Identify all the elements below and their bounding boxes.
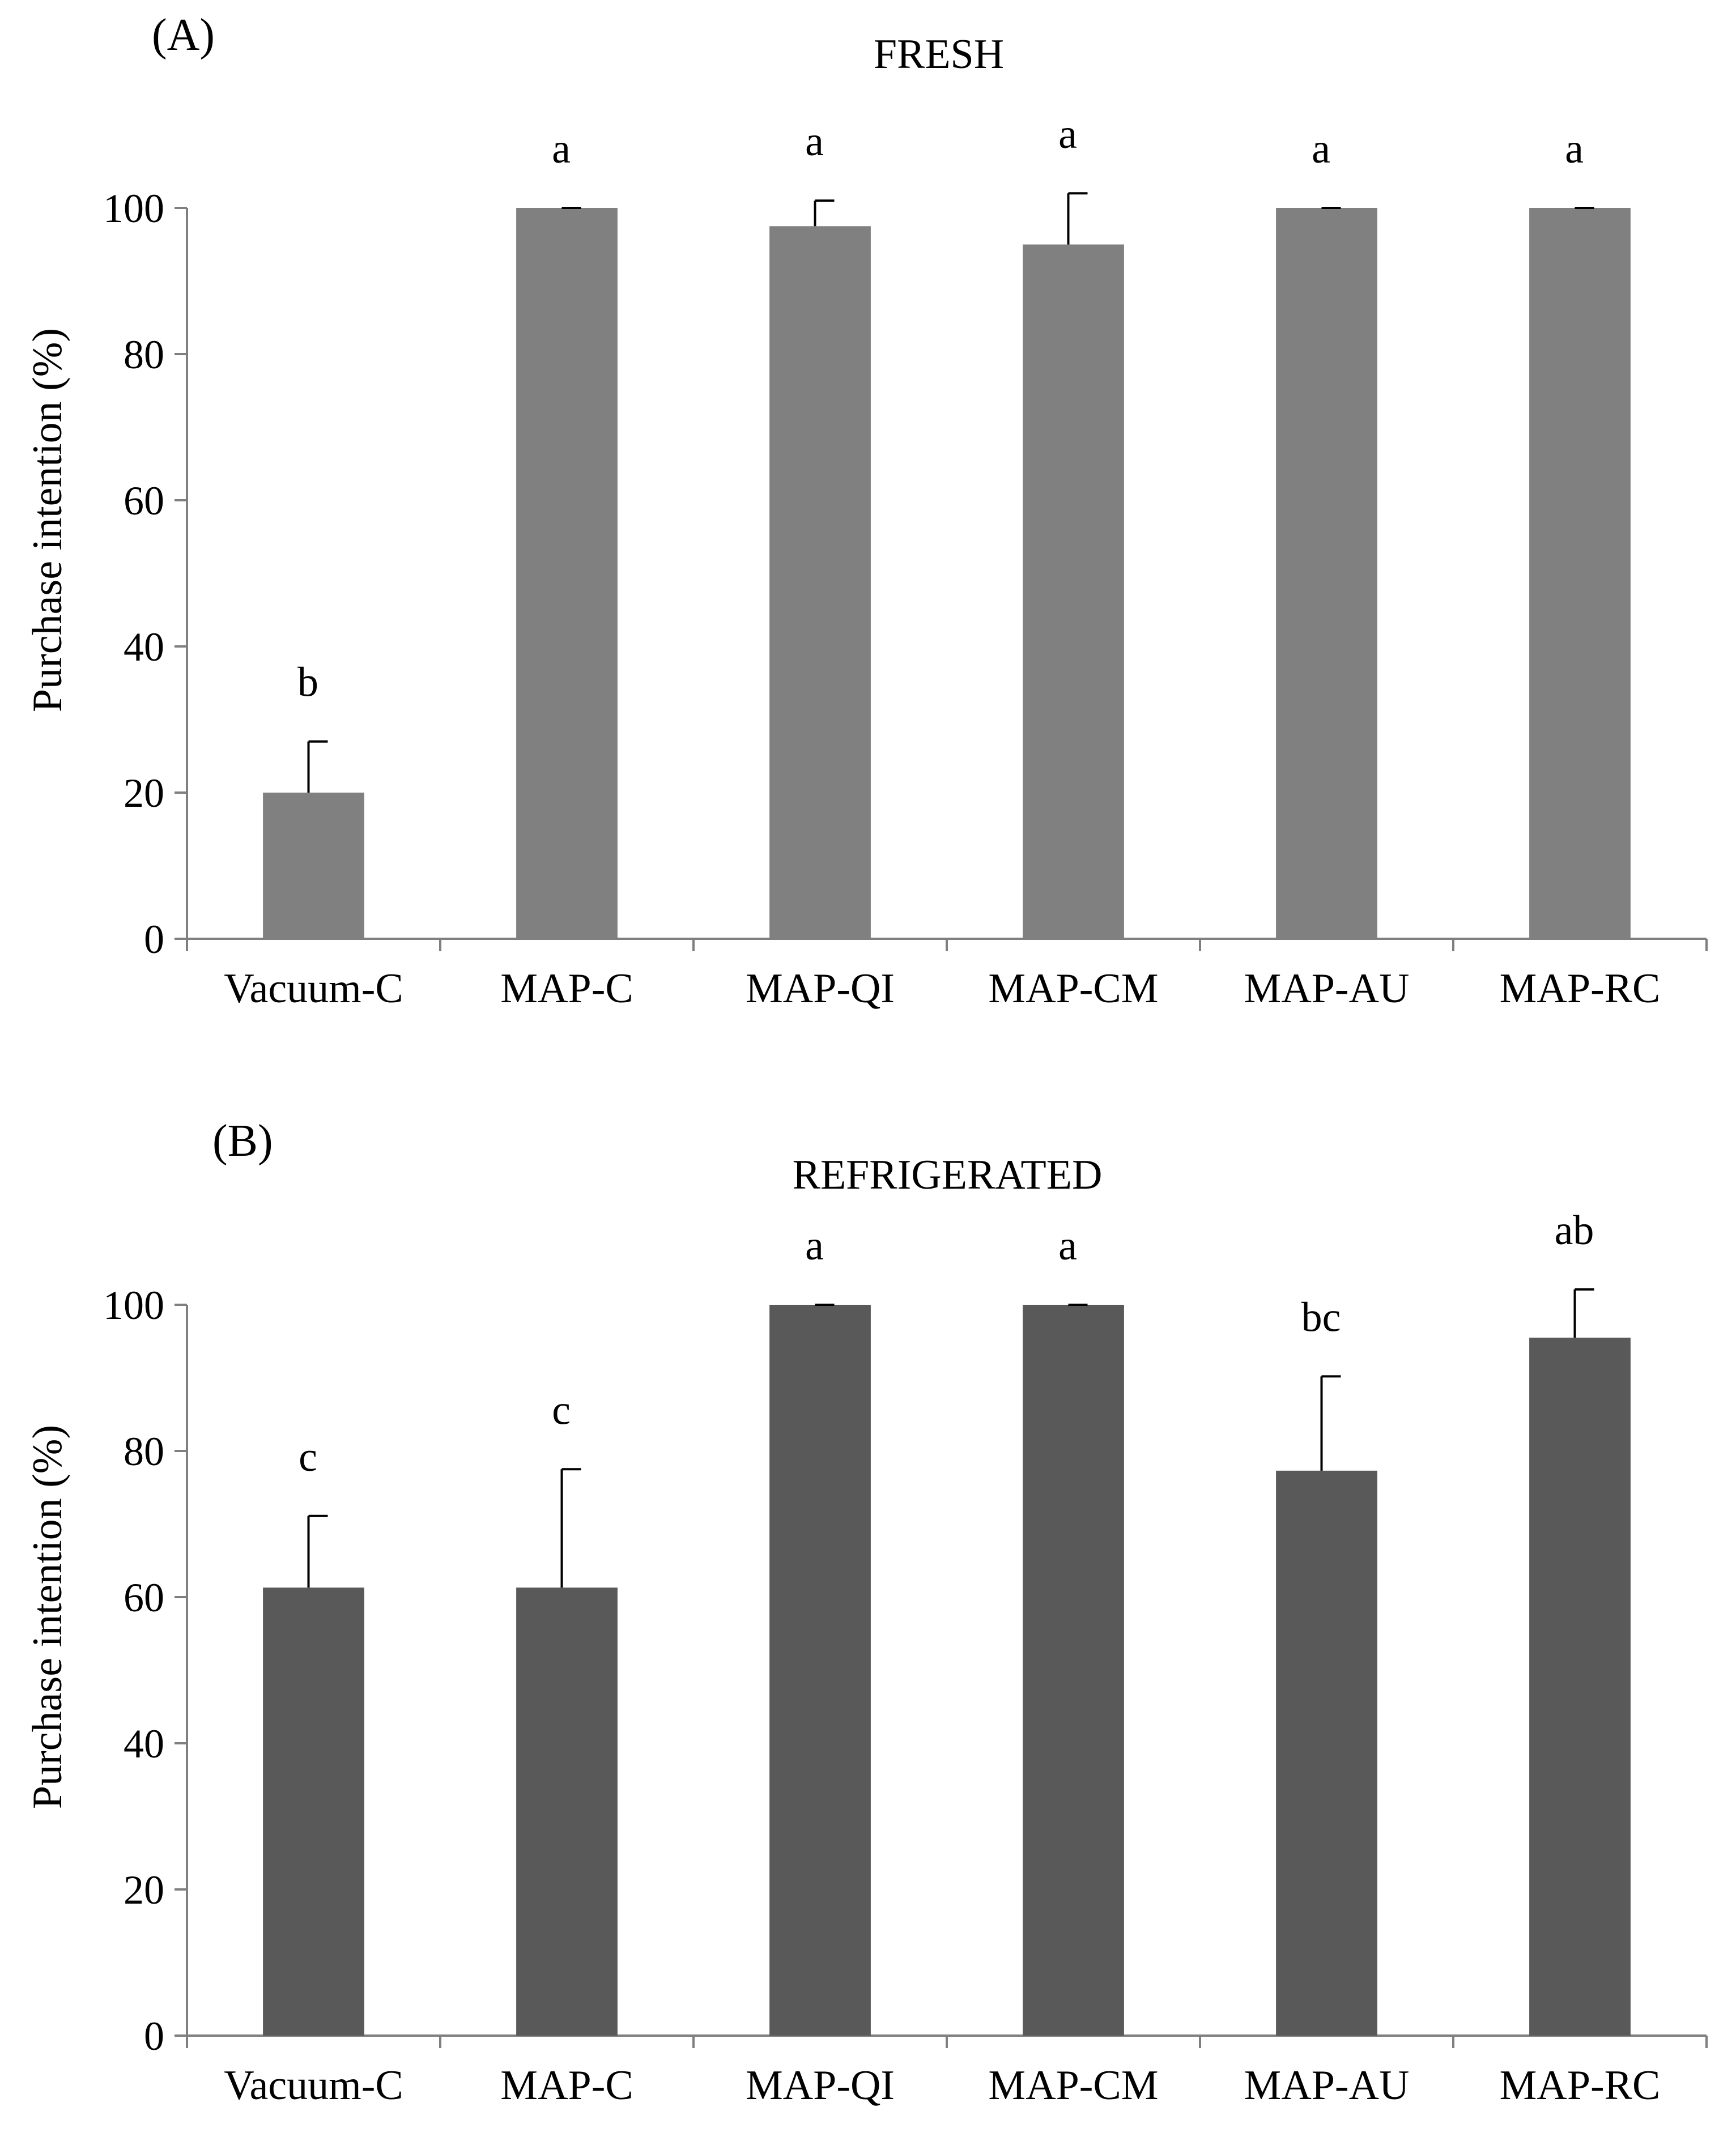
y-tick-label: 20 <box>124 1867 164 1913</box>
y-tick-label: 80 <box>124 1429 164 1474</box>
plot-area-b: 0 20 40 60 80 100 c Vacuum-C c MAP-C a MAP-QI a MAP-C… <box>103 1207 1708 2109</box>
y-tick-label: 80 <box>124 332 164 377</box>
bar-map-au <box>1276 1470 1377 2036</box>
y-tick-label: 20 <box>124 771 164 816</box>
x-tick-label: MAP-CM <box>988 2062 1158 2109</box>
panel-label-a: (A) <box>152 10 215 60</box>
bar-map-rc <box>1529 1338 1631 2036</box>
x-tick-label: MAP-C <box>500 965 633 1012</box>
x-tick-label: MAP-QI <box>746 965 895 1012</box>
significance-label: a <box>1565 126 1584 172</box>
bar-vacuum-c <box>263 1587 364 2036</box>
x-tick-label: MAP-QI <box>746 2062 895 2109</box>
bar-vacuum-c <box>263 793 364 939</box>
bar-map-rc <box>1529 208 1631 939</box>
significance-label: a <box>805 118 824 165</box>
significance-label: c <box>299 1434 317 1480</box>
y-tick-label: 100 <box>103 186 164 231</box>
y-tick-label: 40 <box>124 1721 164 1767</box>
y-tick-label: 0 <box>144 2014 164 2059</box>
x-tick-label: MAP-C <box>500 2062 633 2109</box>
x-tick-label: MAP-AU <box>1244 2062 1410 2109</box>
bar-map-qi <box>769 1305 871 2036</box>
y-tick-label: 40 <box>124 624 164 670</box>
bar-map-qi <box>769 226 871 939</box>
x-tick-label: Vacuum-C <box>224 965 403 1012</box>
y-tick-label: 100 <box>103 1283 164 1328</box>
bar-map-c <box>516 208 618 939</box>
x-tick-label: MAP-AU <box>1244 965 1410 1012</box>
significance-label: ab <box>1555 1207 1594 1254</box>
panel-b: (B) REFRIGERATED Purchase intention (%) … <box>24 1116 1708 2109</box>
significance-label: a <box>1058 111 1077 158</box>
significance-label: b <box>297 659 318 706</box>
x-tick-label: MAP-CM <box>988 965 1158 1012</box>
x-tick-label: MAP-RC <box>1500 2062 1661 2109</box>
y-axis-title-a: Purchase intention (%) <box>24 328 71 712</box>
y-tick-label: 60 <box>124 1575 164 1620</box>
significance-label: a <box>552 126 571 172</box>
significance-label: bc <box>1301 1294 1341 1340</box>
y-axis-title-b: Purchase intention (%) <box>24 1425 71 1809</box>
significance-label: a <box>1312 126 1330 172</box>
chart-title-fresh: FRESH <box>874 31 1004 78</box>
panel-label-b: (B) <box>212 1116 273 1166</box>
bar-map-cm <box>1023 244 1124 939</box>
x-tick-label: MAP-RC <box>1500 965 1661 1012</box>
panel-a: (A) FRESH Purchase intention (%) 0 20 40 60… <box>24 10 1708 1012</box>
significance-label: a <box>805 1223 824 1269</box>
plot-area-a: 0 20 40 60 80 100 b Vacuum-C a MAP-C a MAP-QI a MAP-C… <box>103 111 1708 1012</box>
y-tick-label: 60 <box>124 478 164 523</box>
bar-map-cm <box>1023 1305 1124 2036</box>
bar-map-au <box>1276 208 1377 939</box>
significance-label: c <box>552 1387 571 1433</box>
y-tick-label: 0 <box>144 917 164 962</box>
x-tick-label: Vacuum-C <box>224 2062 403 2109</box>
significance-label: a <box>1058 1223 1077 1269</box>
bar-map-c <box>516 1587 618 2036</box>
chart-title-refrigerated: REFRIGERATED <box>793 1152 1103 1198</box>
